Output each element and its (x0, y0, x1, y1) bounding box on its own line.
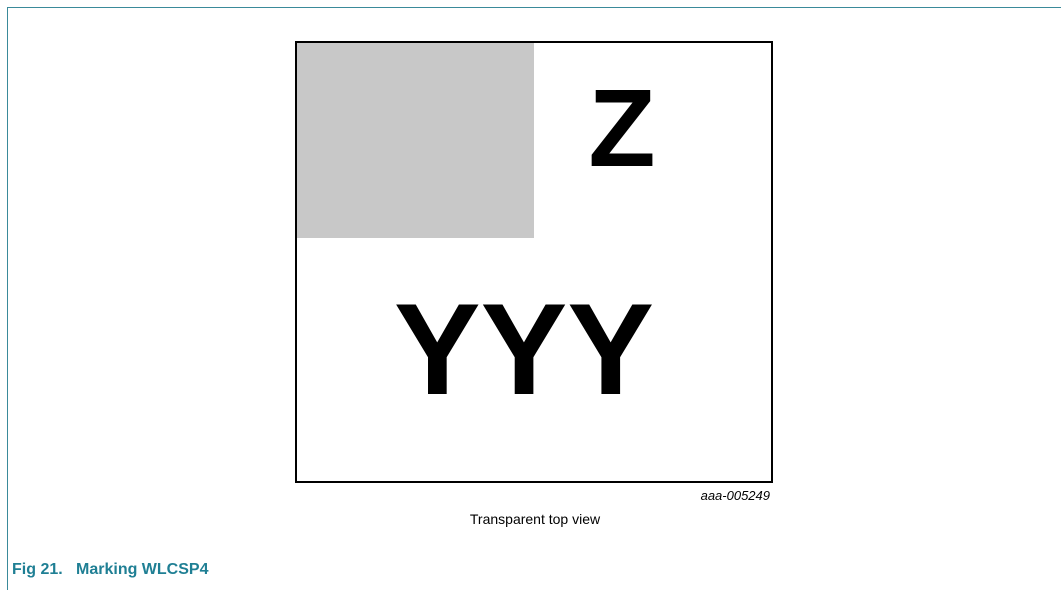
view-caption: Transparent top view (470, 511, 601, 527)
marking-z: Z (588, 67, 655, 190)
frame (7, 7, 1061, 590)
marking-yyy: YYY (394, 276, 654, 422)
figure-caption: Fig 21. Marking WLCSP4 (12, 561, 209, 578)
pin1-area (297, 43, 534, 238)
figure-code: aaa-005249 (701, 488, 770, 503)
